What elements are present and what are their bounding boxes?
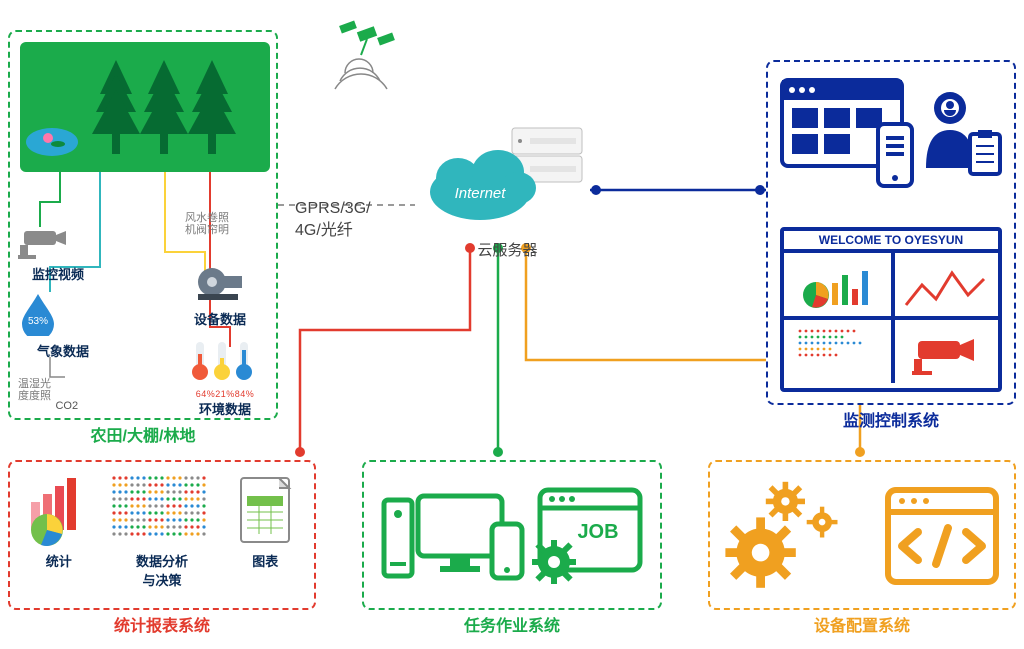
dotgrid-icon — [110, 474, 214, 546]
cloud-word: Internet — [455, 185, 507, 202]
panel-config-title: 设备配置系统 — [710, 612, 1014, 636]
panel-config: 设备配置系统 — [708, 460, 1016, 610]
camera-icon — [18, 227, 70, 259]
humidity-value: 53% — [28, 316, 48, 327]
cloud-server-group: Internet 云服务器 — [420, 120, 595, 260]
label-co2: CO2 — [55, 400, 78, 412]
panel-field-title: 农田/大棚/林地 — [10, 422, 276, 446]
label-stats-2: 数据分析 与决策 — [107, 551, 216, 589]
label-env: 环境数据 — [170, 399, 280, 418]
label-stats-3: 图表 — [227, 551, 304, 570]
network-label: GPRS/3G/ 4G/光纤 — [295, 198, 371, 241]
panel-monitor-title: 监测控制系统 — [768, 407, 1014, 431]
label-weather: 气象数据 — [18, 341, 108, 360]
panel-task-title: 任务作业系统 — [364, 612, 660, 636]
panel-stats-title: 统计报表系统 — [10, 612, 314, 636]
job-word: JOB — [577, 521, 618, 543]
panel-field: 监控视频 53% 气象数据 温湿光 度度照 CO2 风水卷照 机阀帘明 设备数据 — [8, 30, 278, 420]
cloud-caption: 云服务器 — [420, 239, 595, 260]
label-device: 设备数据 — [170, 309, 270, 328]
panel-task: JOB 任务作业系统 — [362, 460, 662, 610]
stats-icon — [23, 474, 95, 546]
label-stats-1: 统计 — [20, 551, 97, 570]
label-weather-sub: 温湿光 度度照 — [18, 378, 51, 402]
thermometer-icon — [190, 340, 260, 384]
welcome-banner: WELCOME TO OYESYUN — [784, 231, 998, 253]
label-video: 监控视频 — [18, 264, 98, 283]
spreadsheet-icon — [235, 474, 295, 546]
humidity-icon: 53% — [18, 292, 58, 336]
panel-stats: 统计 数据分析 与决策 图表 统计报表系统 — [8, 460, 316, 610]
env-values: 64%21%84% — [170, 389, 280, 399]
pump-icon — [192, 264, 248, 304]
label-device-sub: 风水卷照 机阀帘明 — [185, 212, 229, 236]
panel-monitor: WELCOME TO OYESYUN — [766, 60, 1016, 405]
